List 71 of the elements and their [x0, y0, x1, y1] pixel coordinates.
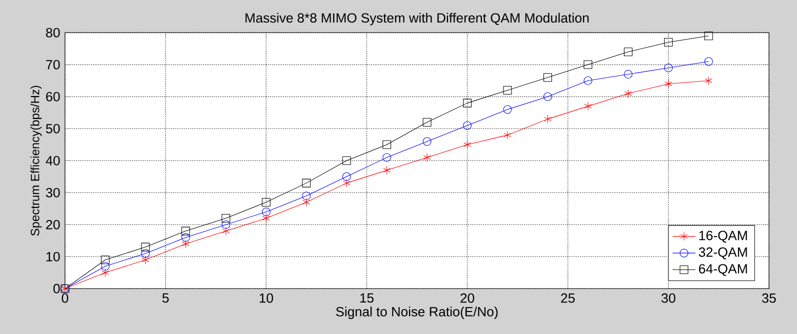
y-tick-label: 10	[46, 252, 60, 262]
legend-label: 32-QAM	[698, 247, 747, 260]
point	[302, 198, 310, 207]
y-axis-title: Spectrum Efficiency(bps/Hz)	[30, 86, 42, 236]
point	[262, 214, 270, 223]
point	[544, 114, 552, 124]
point	[383, 166, 391, 175]
point	[664, 64, 673, 72]
x-tick-label: 30	[662, 293, 676, 303]
point	[504, 130, 512, 140]
point	[100, 262, 110, 271]
x-tick-label: 15	[360, 293, 374, 303]
point	[624, 70, 632, 79]
point	[584, 76, 592, 85]
x-tick-label: 25	[561, 293, 575, 303]
y-tick-label: 60	[46, 92, 60, 102]
y-tick-label: 40	[46, 156, 60, 166]
y-tick-label: 80	[46, 28, 60, 38]
point	[222, 226, 230, 236]
x-axis-title: Signal to Noise Ratio(E/No)	[336, 306, 498, 320]
legend-label: 16-QAM	[699, 230, 747, 243]
chart-title: Massive 8*8 MIMO System with Different QAM Modulation	[246, 12, 589, 26]
point	[584, 102, 592, 111]
point	[543, 92, 552, 101]
y-tick-label: 50	[46, 124, 60, 134]
point	[422, 137, 432, 146]
point	[664, 38, 673, 47]
point	[704, 57, 713, 66]
point	[181, 233, 190, 242]
point	[100, 256, 110, 264]
point	[543, 73, 552, 82]
point	[503, 105, 512, 114]
point	[302, 192, 311, 200]
point	[181, 226, 190, 236]
legend-label: 64-QAM	[699, 264, 747, 276]
point	[584, 60, 592, 69]
point	[342, 156, 351, 165]
point	[382, 140, 392, 149]
point	[463, 121, 472, 130]
point	[262, 198, 270, 207]
point	[222, 220, 230, 229]
point	[464, 140, 472, 149]
point	[142, 256, 150, 264]
point	[463, 98, 472, 108]
point	[302, 178, 311, 188]
point	[664, 80, 672, 88]
point	[422, 118, 432, 127]
point	[141, 249, 150, 258]
point	[704, 32, 713, 40]
point	[342, 172, 351, 181]
y-tick-label: 70	[46, 60, 60, 70]
x-tick-label: 20	[460, 293, 474, 303]
point	[704, 76, 712, 85]
point	[382, 153, 392, 162]
point	[342, 178, 350, 188]
point	[503, 86, 512, 95]
point	[182, 240, 190, 248]
y-tick-label: 0	[53, 284, 60, 294]
y-tick-label: 30	[46, 188, 60, 198]
x-tick-label: 5	[162, 293, 169, 303]
point	[141, 242, 150, 252]
point	[102, 268, 109, 277]
y-tick-label: 20	[46, 220, 60, 230]
x-tick-label: 10	[260, 293, 274, 303]
x-tick-label: 0	[62, 293, 68, 303]
point	[262, 208, 270, 216]
point	[624, 89, 632, 98]
x-tick-label: 35	[762, 293, 776, 303]
point	[222, 214, 230, 223]
point	[423, 153, 431, 162]
point	[624, 48, 632, 56]
